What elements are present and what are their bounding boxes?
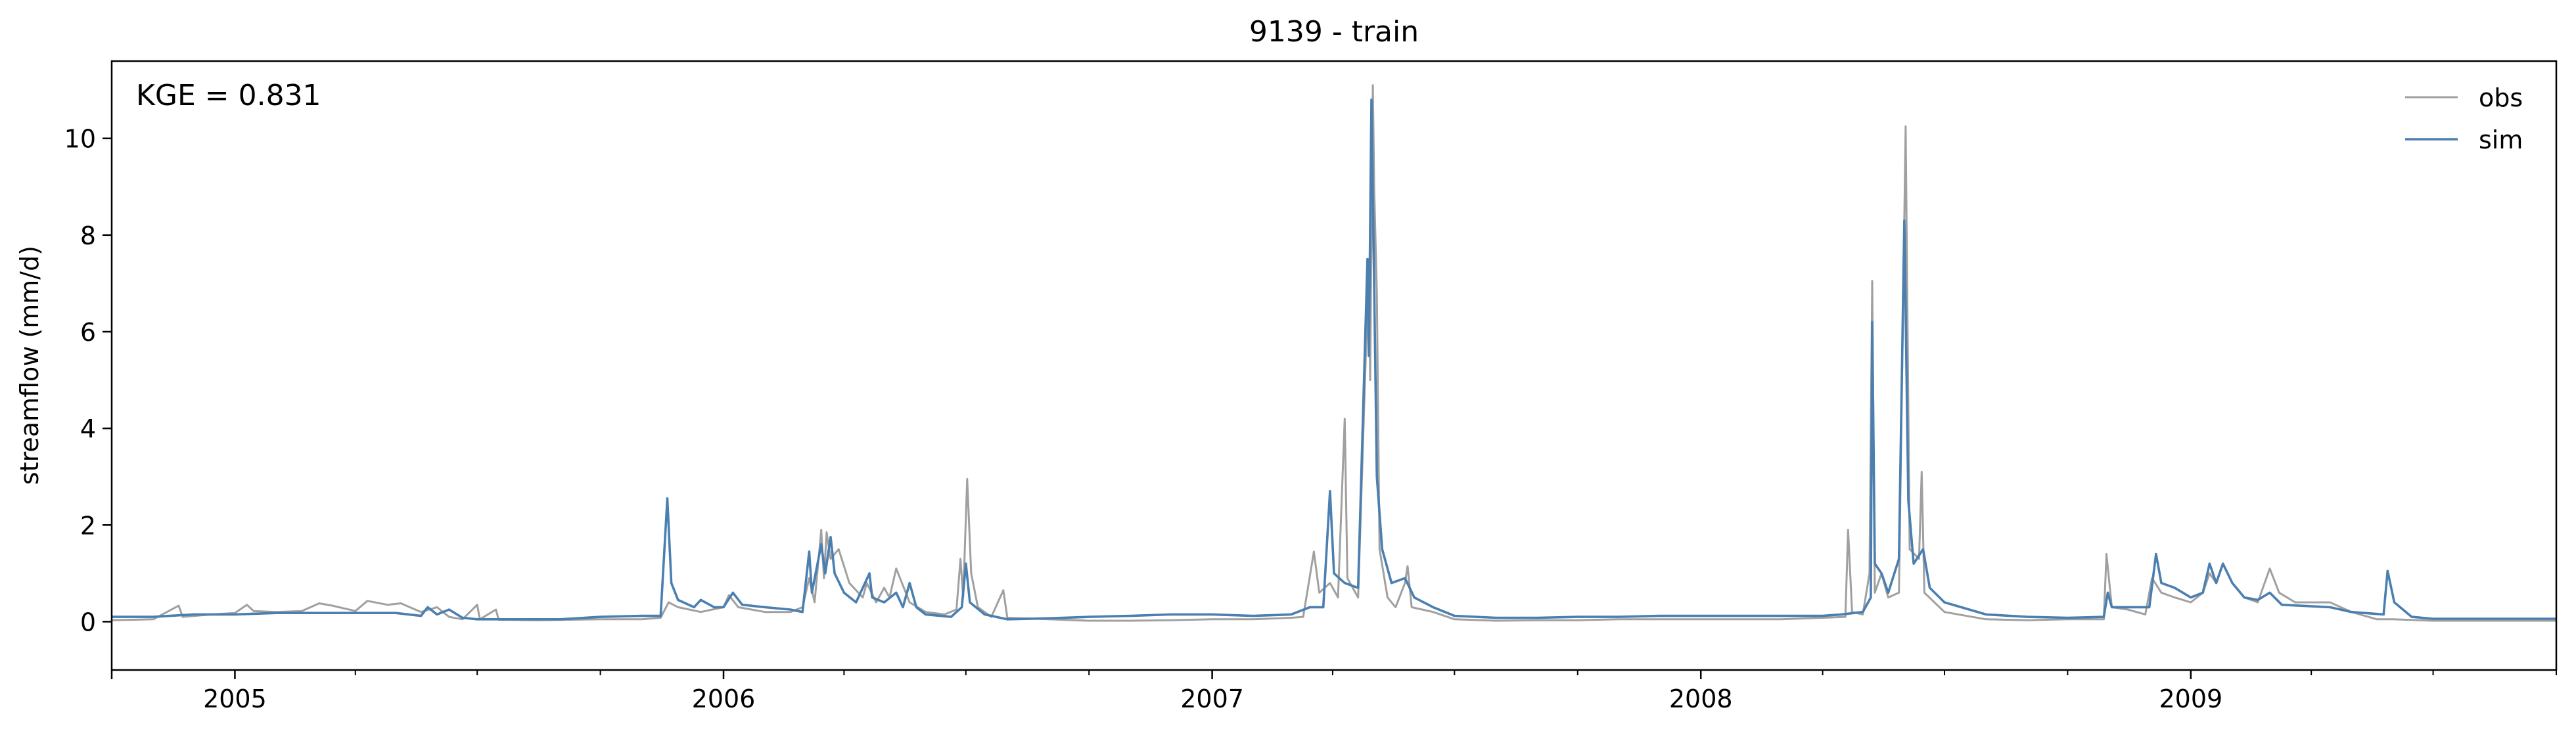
- x-tick-label: 2008: [1669, 684, 1733, 713]
- y-tick-label: 4: [80, 414, 96, 443]
- kge-annotation: KGE = 0.831: [136, 79, 321, 112]
- x-tick-label: 2005: [203, 684, 267, 713]
- y-tick-label: 0: [80, 608, 96, 636]
- y-tick-label: 8: [80, 221, 96, 250]
- plot-area: [110, 60, 2558, 671]
- axes-frame: [110, 60, 2558, 671]
- y-axis-label: streamflow (mm/d): [15, 246, 44, 485]
- y-tick-label: 6: [80, 318, 96, 347]
- x-tick-label: 2006: [692, 684, 756, 713]
- chart-title: 9139 - train: [1249, 15, 1419, 49]
- series-layer: [111, 84, 2556, 622]
- legend: obs sim: [2405, 83, 2523, 154]
- legend-label-obs: obs: [2479, 83, 2523, 112]
- x-axis: 2005 2006 2007 2008 2009: [110, 670, 2557, 713]
- series-line-sim: [112, 99, 2556, 621]
- x-tick-label: 2007: [1180, 684, 1244, 713]
- legend-label-sim: sim: [2479, 125, 2523, 154]
- series-line-obs: [111, 84, 2556, 622]
- y-tick-label: 2: [80, 511, 96, 540]
- y-axis: 0 2 4 6 8 10: [64, 125, 112, 636]
- x-tick-label: 2009: [2159, 684, 2222, 713]
- y-tick-label: 10: [64, 125, 96, 154]
